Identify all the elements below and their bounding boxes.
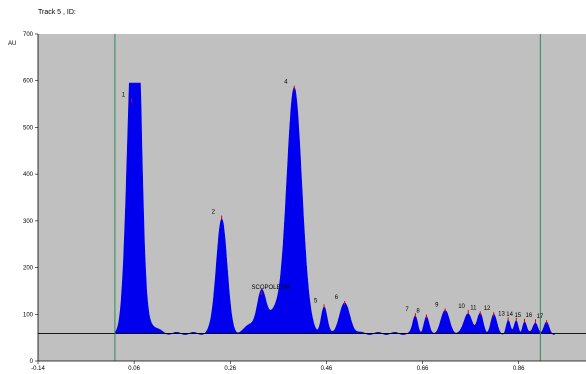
peak-label: 6 <box>335 295 339 301</box>
peak-label: SCOPOLETIN <box>252 285 291 291</box>
x-tick-label: -0.14 <box>31 366 45 372</box>
x-tick-label: 0.66 <box>417 366 429 372</box>
y-tick-label: 0 <box>30 359 34 365</box>
y-tick-label: 600 <box>23 79 34 85</box>
y-tick-label: 400 <box>23 172 34 178</box>
peak-label: 7 <box>405 307 409 313</box>
peak-label: 2 <box>212 210 216 216</box>
x-tick-label: 0.06 <box>128 366 140 372</box>
y-tick-label: 300 <box>23 219 34 225</box>
x-tick-label: 0.86 <box>513 366 525 372</box>
peak-label: 11 <box>470 305 477 311</box>
chromatogram-trace <box>114 82 556 335</box>
y-tick-label: 700 <box>23 32 34 38</box>
x-tick-label: 0.46 <box>321 366 333 372</box>
peak-label: 10 <box>458 304 465 310</box>
peak-label: 15 <box>514 313 521 319</box>
peak-label: 17 <box>537 314 544 320</box>
page-title: Track 5 , ID: <box>38 9 76 16</box>
y-tick-label: 500 <box>23 125 34 131</box>
peak-label: 16 <box>526 313 533 319</box>
peak-label: 12 <box>484 306 491 312</box>
peak-label: 9 <box>435 302 439 308</box>
x-tick-label: 0.26 <box>224 366 236 372</box>
peak-label: 1 <box>122 93 126 99</box>
peak-label: 14 <box>506 312 513 318</box>
peak-label: 8 <box>416 309 420 315</box>
peak-label: 4 <box>284 80 288 86</box>
peak-label: 13 <box>498 311 505 317</box>
y-tick-label: 100 <box>23 312 34 318</box>
y-axis-unit-label: AU <box>8 41 16 47</box>
y-tick-label: 200 <box>23 266 34 272</box>
peak-label: 5 <box>314 298 318 304</box>
